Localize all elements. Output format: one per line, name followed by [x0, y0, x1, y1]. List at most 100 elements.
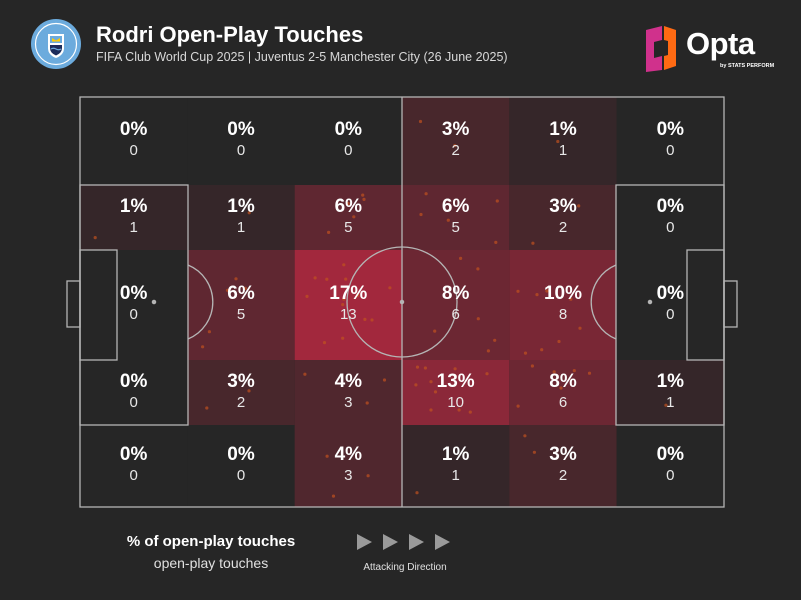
- heatmap-zones: [80, 97, 724, 507]
- touch-dot: [415, 491, 419, 495]
- header: Rodri Open-Play Touches FIFA Club World …: [0, 0, 801, 90]
- zone-touch-count: 0: [344, 142, 353, 159]
- heatmap-zone: [294, 185, 402, 250]
- touch-dot: [93, 236, 97, 240]
- heatmap-cell: 3% 2: [402, 115, 509, 175]
- zone-percentage: 6%: [441, 195, 470, 217]
- touch-dot: [486, 349, 490, 353]
- touch-dot: [572, 369, 576, 373]
- touch-dot: [331, 494, 336, 498]
- touch-dot: [363, 317, 367, 321]
- zone-percentage: 4%: [334, 444, 363, 465]
- touch-dot: [424, 192, 428, 196]
- heatmap-cell: 6% 5: [295, 192, 402, 252]
- opta-mark-icon: [646, 26, 676, 72]
- touch-dot: [423, 366, 427, 370]
- touch-dot: [557, 339, 561, 344]
- heatmap-zone: [294, 360, 402, 425]
- touch-dot: [234, 277, 238, 281]
- pitch-markings: [66, 96, 738, 508]
- touch-dot: [532, 450, 537, 454]
- left-penalty-spot: [151, 299, 157, 305]
- direction-arrow-icon: [383, 534, 398, 550]
- zone-touch-count: 0: [129, 142, 138, 159]
- heatmap-cell: 3% 2: [509, 440, 616, 500]
- touch-dot: [365, 401, 369, 405]
- zone-percentage: 3%: [441, 119, 470, 140]
- heatmap-zone: [294, 97, 402, 185]
- heatmap-cell: 8% 6: [402, 279, 509, 339]
- heatmap-cell: 4% 3: [295, 440, 402, 500]
- legend-subtitle: open-play touches: [153, 555, 269, 571]
- chart-subtitle: FIFA Club World Cup 2025 | Juventus 2-5 …: [96, 50, 508, 64]
- left-penalty-arc: [187, 264, 214, 340]
- touch-dot: [433, 390, 438, 394]
- heatmap-cell: 17% 13: [295, 279, 402, 339]
- touch-dot: [344, 277, 348, 281]
- touch-dot: [530, 364, 535, 368]
- touch-dot: [468, 410, 472, 414]
- heatmap-cell: 1% 1: [617, 367, 724, 427]
- zone-percentage: 1%: [119, 195, 148, 217]
- touch-dot: [243, 286, 247, 290]
- heatmap-zone: [80, 185, 188, 250]
- heatmap-zone: [80, 360, 188, 425]
- heatmap-zone: [509, 97, 617, 185]
- zone-touch-count: 1: [451, 467, 460, 484]
- zone-percentage: 0%: [656, 119, 685, 140]
- zone-touch-count: 5: [451, 218, 460, 236]
- zone-percentage: 0%: [119, 119, 148, 140]
- heatmap-cell: 0% 0: [617, 440, 724, 500]
- zone-touch-count: 8: [558, 306, 568, 323]
- zone-percentage: 13%: [436, 370, 475, 392]
- touch-dot: [415, 365, 420, 369]
- heatmap-cell: 0% 0: [187, 440, 294, 500]
- zone-touch-count: 0: [236, 142, 246, 159]
- direction-arrow-icon: [409, 534, 424, 550]
- zone-touch-count: 5: [344, 218, 353, 236]
- zone-touch-count: 0: [666, 218, 675, 236]
- zone-percentage: 0%: [227, 119, 255, 140]
- zone-touch-count: 3: [344, 467, 353, 484]
- zone-touch-count: 0: [236, 467, 246, 484]
- touch-dot: [485, 372, 489, 376]
- touch-dot: [476, 317, 480, 321]
- touch-dot: [303, 372, 307, 376]
- zone-percentage: 3%: [227, 370, 255, 392]
- zone-touch-count: 2: [558, 467, 568, 484]
- touch-dot: [577, 204, 581, 208]
- heatmap-zone: [509, 250, 617, 360]
- zone-touch-count: 5: [236, 306, 246, 323]
- zone-touch-count: 1: [236, 218, 246, 236]
- heatmap-cell: 0% 0: [187, 115, 294, 175]
- touch-dot: [429, 380, 433, 384]
- manchester-city-crest-icon: [31, 19, 81, 69]
- heatmap-cell: 0% 0: [80, 367, 187, 427]
- touch-dot: [493, 338, 497, 342]
- touch-dot: [356, 293, 360, 297]
- zone-percentage: 1%: [656, 370, 685, 392]
- right-penalty-spot: [647, 299, 653, 305]
- heatmap-zone: [616, 250, 724, 360]
- legend-title: % of open-play touches: [126, 533, 296, 550]
- heatmap-zone: [402, 185, 510, 250]
- touch-dot: [327, 230, 331, 234]
- zone-percentage: 0%: [656, 283, 685, 304]
- touch-dot: [578, 326, 582, 330]
- heatmap-zone: [187, 360, 295, 425]
- heatmap-zone: [616, 360, 724, 425]
- zone-percentage: 0%: [656, 195, 685, 217]
- heatmap-cell: 0% 0: [617, 279, 724, 339]
- touch-dot: [559, 386, 563, 390]
- zone-touch-count: 0: [129, 467, 138, 484]
- touch-dot: [516, 289, 520, 293]
- touch-dot: [523, 351, 528, 355]
- heatmap-cell: 0% 0: [617, 115, 724, 175]
- opta-logo: Opta by STATS PERFORM: [638, 24, 778, 74]
- touch-dot: [545, 289, 549, 293]
- touch-dot: [388, 286, 392, 290]
- zone-percentage: 0%: [119, 444, 148, 465]
- heatmap-zone: [616, 185, 724, 250]
- touch-dot: [247, 389, 251, 393]
- heatmap-cell: 0% 0: [80, 279, 187, 339]
